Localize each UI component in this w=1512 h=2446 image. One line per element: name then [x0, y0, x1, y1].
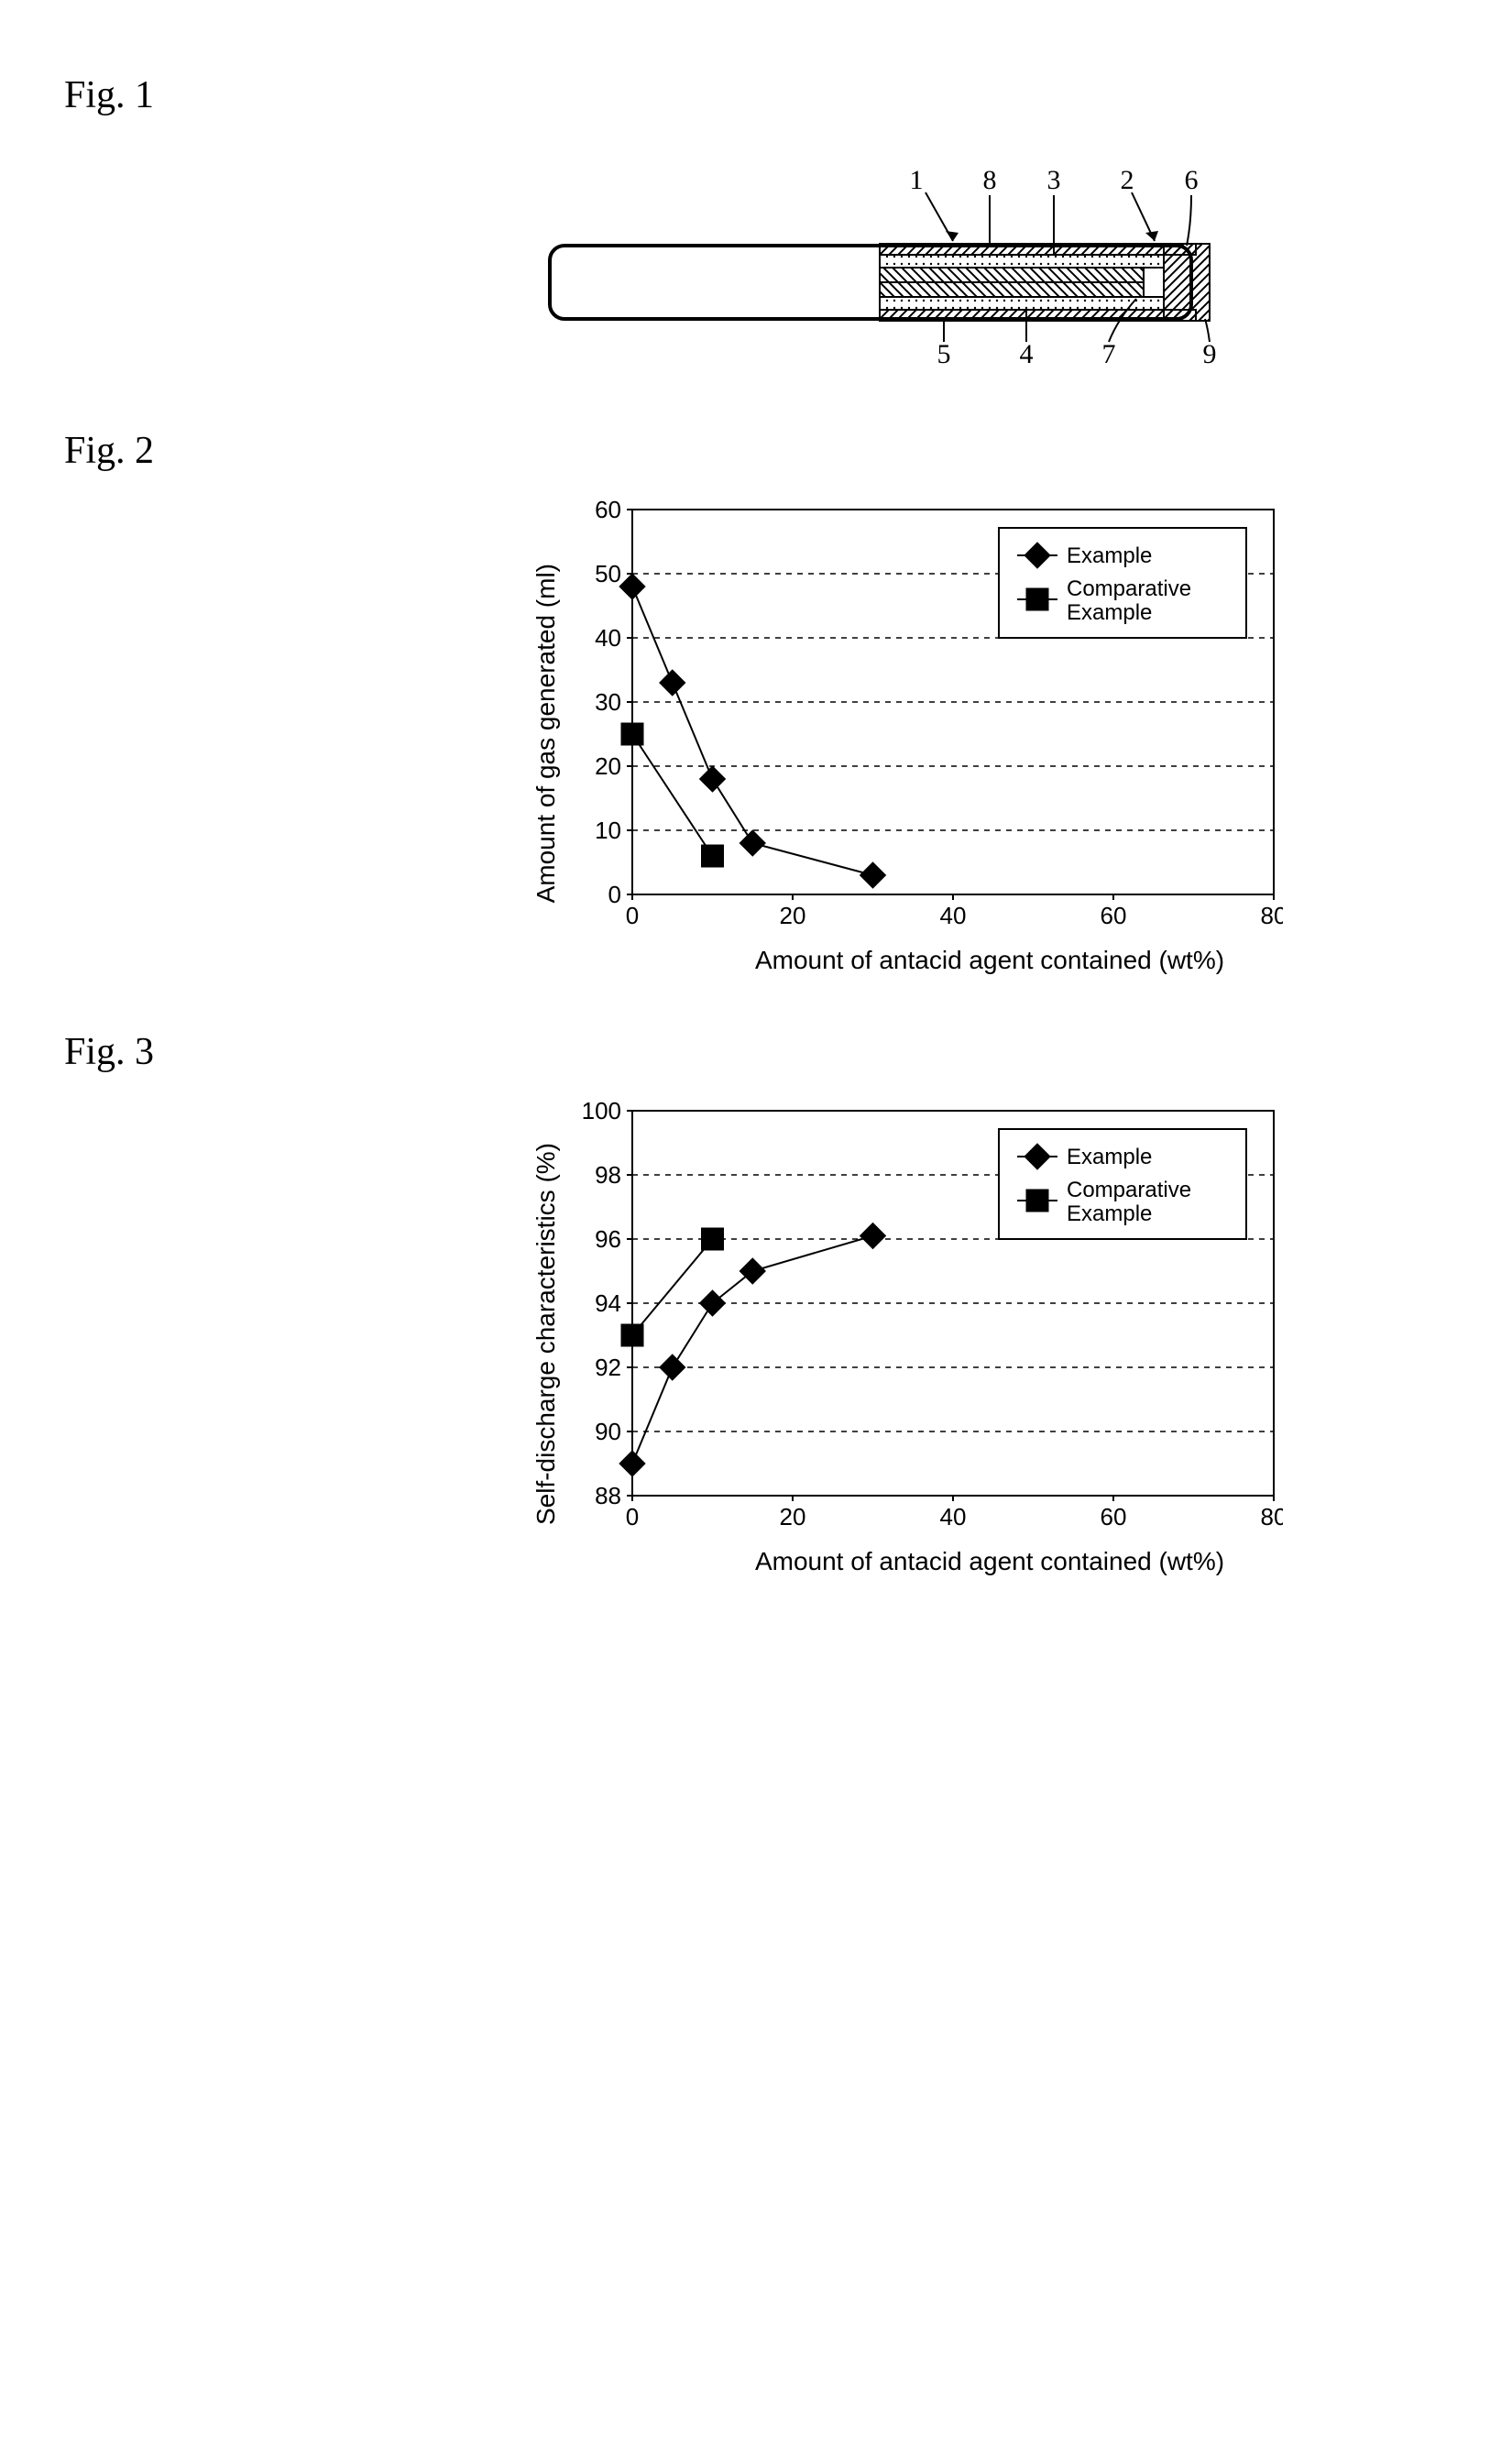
- fig2-xlabel: Amount of antacid agent contained (wt%): [568, 946, 1356, 975]
- fig3-ylabel: Self-discharge characteristics (%): [531, 1143, 561, 1525]
- svg-text:94: 94: [595, 1289, 621, 1317]
- svg-text:Example: Example: [1067, 600, 1152, 625]
- svg-text:20: 20: [780, 902, 806, 929]
- svg-text:92: 92: [595, 1354, 621, 1381]
- fig2-chart: Amount of gas generated (ml) 0 10 20 30 40 50…: [531, 491, 1457, 975]
- svg-text:30: 30: [595, 688, 621, 716]
- callout-8: 8: [983, 165, 997, 195]
- fig1-label: Fig. 1: [64, 73, 1457, 117]
- svg-text:Comparative: Comparative: [1067, 576, 1191, 601]
- svg-text:0: 0: [626, 902, 639, 929]
- svg-text:100: 100: [582, 1097, 621, 1124]
- svg-text:98: 98: [595, 1161, 621, 1189]
- callout-9: 9: [1203, 339, 1217, 369]
- fig3-xlabel: Amount of antacid agent contained (wt%): [568, 1547, 1356, 1576]
- svg-text:90: 90: [595, 1418, 621, 1445]
- svg-text:20: 20: [780, 1503, 806, 1530]
- callout-6: 6: [1185, 165, 1199, 195]
- fig2-ylabel: Amount of gas generated (ml): [531, 564, 561, 903]
- svg-text:Comparative: Comparative: [1067, 1178, 1191, 1202]
- svg-text:96: 96: [595, 1225, 621, 1253]
- fig3-chart: Self-discharge characteristics (%) 88 90 9…: [531, 1092, 1457, 1576]
- svg-text:Example: Example: [1067, 1145, 1152, 1169]
- svg-text:50: 50: [595, 560, 621, 587]
- svg-text:40: 40: [595, 624, 621, 652]
- svg-text:60: 60: [1101, 902, 1127, 929]
- svg-text:Example: Example: [1067, 1201, 1152, 1226]
- svg-text:10: 10: [595, 817, 621, 844]
- svg-text:0: 0: [608, 881, 621, 908]
- callout-3: 3: [1047, 165, 1061, 195]
- svg-text:60: 60: [1101, 1503, 1127, 1530]
- callout-5: 5: [937, 339, 951, 369]
- callout-4: 4: [1020, 339, 1034, 369]
- fig2-label: Fig. 2: [64, 429, 1457, 473]
- svg-text:80: 80: [1261, 1503, 1283, 1530]
- svg-text:88: 88: [595, 1482, 621, 1509]
- svg-text:80: 80: [1261, 902, 1283, 929]
- fig1-diagram: 1 8 3 2 6 5 4 7 9: [531, 136, 1457, 374]
- svg-text:60: 60: [595, 496, 621, 523]
- callout-2: 2: [1121, 165, 1134, 195]
- svg-text:20: 20: [595, 752, 621, 780]
- svg-text:40: 40: [940, 902, 967, 929]
- svg-text:40: 40: [940, 1503, 967, 1530]
- svg-text:0: 0: [626, 1503, 639, 1530]
- fig3-label: Fig. 3: [64, 1030, 1457, 1074]
- callout-7: 7: [1102, 339, 1116, 369]
- callout-1: 1: [910, 165, 924, 195]
- svg-text:Example: Example: [1067, 543, 1152, 568]
